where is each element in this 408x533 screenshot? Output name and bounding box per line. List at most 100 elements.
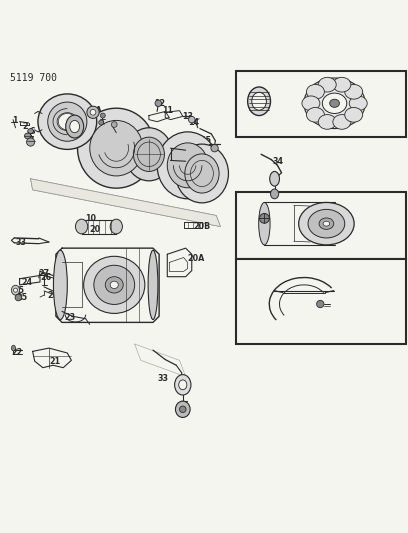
Ellipse shape bbox=[157, 132, 218, 199]
Ellipse shape bbox=[13, 288, 18, 292]
Ellipse shape bbox=[252, 92, 266, 110]
Ellipse shape bbox=[317, 301, 324, 308]
Text: 8: 8 bbox=[27, 132, 32, 140]
Ellipse shape bbox=[308, 209, 345, 238]
Bar bbox=[236, 71, 406, 137]
Text: 20B: 20B bbox=[194, 222, 211, 231]
Ellipse shape bbox=[105, 277, 123, 293]
Ellipse shape bbox=[299, 203, 354, 245]
Text: 34: 34 bbox=[273, 157, 284, 166]
Ellipse shape bbox=[349, 96, 367, 111]
Text: 28: 28 bbox=[47, 290, 58, 300]
Ellipse shape bbox=[175, 401, 190, 417]
Ellipse shape bbox=[345, 108, 363, 122]
Text: 3: 3 bbox=[60, 100, 66, 109]
Text: 5: 5 bbox=[99, 113, 104, 122]
Ellipse shape bbox=[167, 143, 208, 188]
Ellipse shape bbox=[110, 281, 118, 288]
Text: 31: 31 bbox=[252, 321, 263, 330]
Text: 27: 27 bbox=[39, 269, 50, 278]
Ellipse shape bbox=[66, 115, 84, 138]
Ellipse shape bbox=[185, 154, 219, 193]
Text: 32: 32 bbox=[298, 314, 309, 323]
Ellipse shape bbox=[38, 94, 97, 149]
Ellipse shape bbox=[318, 77, 336, 92]
Ellipse shape bbox=[125, 128, 173, 181]
Ellipse shape bbox=[306, 84, 324, 99]
Ellipse shape bbox=[318, 115, 336, 130]
Polygon shape bbox=[31, 179, 220, 227]
Ellipse shape bbox=[270, 172, 279, 186]
Ellipse shape bbox=[15, 294, 22, 301]
Ellipse shape bbox=[304, 78, 365, 128]
Text: 10: 10 bbox=[243, 192, 254, 201]
Ellipse shape bbox=[333, 77, 351, 92]
Text: 15: 15 bbox=[200, 136, 211, 146]
Text: 23: 23 bbox=[64, 313, 75, 322]
Ellipse shape bbox=[259, 203, 270, 245]
Ellipse shape bbox=[179, 380, 187, 390]
Ellipse shape bbox=[175, 375, 191, 395]
Ellipse shape bbox=[302, 96, 320, 111]
Ellipse shape bbox=[330, 99, 339, 107]
Text: 22: 22 bbox=[11, 348, 23, 357]
Ellipse shape bbox=[28, 128, 33, 133]
Ellipse shape bbox=[53, 250, 67, 320]
Ellipse shape bbox=[11, 345, 16, 351]
Bar bbox=[236, 259, 406, 344]
Text: 2: 2 bbox=[22, 122, 28, 131]
Text: 25: 25 bbox=[16, 293, 27, 302]
Text: 9A: 9A bbox=[99, 118, 111, 127]
Ellipse shape bbox=[211, 144, 218, 152]
Ellipse shape bbox=[333, 115, 351, 130]
Ellipse shape bbox=[99, 120, 104, 125]
Ellipse shape bbox=[90, 120, 143, 176]
Bar bbox=[236, 192, 406, 259]
Ellipse shape bbox=[24, 133, 31, 139]
Ellipse shape bbox=[323, 221, 330, 226]
Ellipse shape bbox=[27, 138, 35, 146]
Ellipse shape bbox=[57, 112, 78, 131]
Text: 29: 29 bbox=[242, 278, 253, 287]
Ellipse shape bbox=[90, 109, 96, 115]
Text: 18A: 18A bbox=[244, 311, 262, 320]
Ellipse shape bbox=[248, 87, 271, 116]
Ellipse shape bbox=[110, 219, 122, 234]
Ellipse shape bbox=[75, 219, 88, 234]
Ellipse shape bbox=[180, 406, 186, 413]
Text: 10: 10 bbox=[143, 142, 154, 151]
Ellipse shape bbox=[133, 137, 164, 172]
Ellipse shape bbox=[84, 256, 145, 313]
Ellipse shape bbox=[259, 213, 269, 223]
Ellipse shape bbox=[345, 84, 363, 99]
Ellipse shape bbox=[306, 108, 324, 122]
Text: 6: 6 bbox=[30, 126, 35, 135]
Text: 1: 1 bbox=[12, 116, 18, 125]
Ellipse shape bbox=[319, 218, 334, 229]
Ellipse shape bbox=[100, 113, 105, 118]
Text: 26: 26 bbox=[41, 273, 52, 282]
Text: 10: 10 bbox=[85, 214, 96, 223]
Text: 5119 700: 5119 700 bbox=[10, 72, 57, 83]
Text: 20A: 20A bbox=[188, 254, 205, 263]
Text: 4: 4 bbox=[39, 120, 44, 129]
Ellipse shape bbox=[175, 144, 228, 203]
Text: 30: 30 bbox=[242, 273, 253, 282]
Text: 33: 33 bbox=[16, 238, 27, 247]
Text: 7: 7 bbox=[29, 136, 34, 146]
Text: 13: 13 bbox=[182, 112, 193, 121]
Text: 33: 33 bbox=[157, 374, 168, 383]
Ellipse shape bbox=[78, 108, 155, 188]
Ellipse shape bbox=[87, 106, 99, 118]
Text: 20: 20 bbox=[89, 225, 100, 235]
Ellipse shape bbox=[111, 122, 117, 127]
Ellipse shape bbox=[148, 250, 158, 320]
Ellipse shape bbox=[188, 116, 195, 123]
Text: 17: 17 bbox=[245, 112, 256, 122]
Ellipse shape bbox=[11, 285, 20, 295]
Text: 24: 24 bbox=[21, 278, 32, 287]
Text: 10: 10 bbox=[85, 281, 96, 290]
Text: 16: 16 bbox=[248, 106, 259, 115]
Ellipse shape bbox=[94, 265, 135, 304]
Text: 18: 18 bbox=[214, 162, 225, 171]
